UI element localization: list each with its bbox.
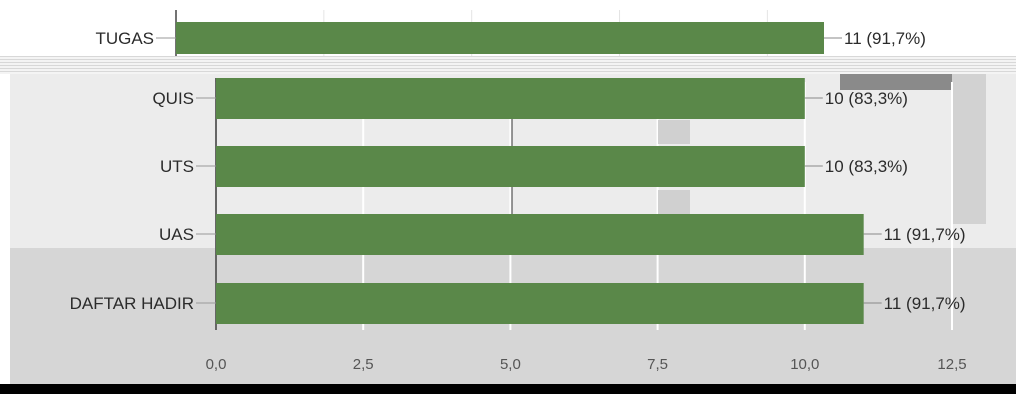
x-tick-label: 5,0 xyxy=(500,356,521,373)
bar[interactable] xyxy=(176,22,824,54)
x-tick-label: 2,5 xyxy=(353,356,374,373)
bar[interactable] xyxy=(216,146,805,187)
bottom-black-bar xyxy=(0,384,1016,394)
data-label: 10 (83,3%) xyxy=(825,157,908,176)
category-label: UTS xyxy=(160,157,194,176)
right-gray-block xyxy=(952,74,986,224)
bar[interactable] xyxy=(216,214,864,255)
top-right-dark-block xyxy=(840,74,952,90)
bars-layer xyxy=(176,22,864,324)
x-tick-label: 12,5 xyxy=(937,356,966,373)
data-label: 11 (91,7%) xyxy=(844,29,926,48)
bar[interactable] xyxy=(216,78,805,119)
category-label: TUGAS xyxy=(95,29,154,48)
x-tick-label: 0,0 xyxy=(206,356,227,373)
data-label: 10 (83,3%) xyxy=(825,89,908,108)
bar[interactable] xyxy=(216,283,864,324)
category-label: QUIS xyxy=(152,89,194,108)
labels-layer: TUGAS 11 (91,7%) QUIS 10 (83,3%) UTS 10 (83,3… xyxy=(70,29,967,373)
data-label: 11 (91,7%) xyxy=(884,294,966,313)
category-label: UAS xyxy=(159,225,194,244)
category-label: DAFTAR HADIR xyxy=(70,294,194,313)
x-tick-label: 10,0 xyxy=(790,356,819,373)
gray-patch xyxy=(658,190,690,214)
gray-patch xyxy=(658,120,690,144)
x-tick-label: 7,5 xyxy=(647,356,668,373)
screenshot-seam xyxy=(0,56,1016,74)
data-label: 11 (91,7%) xyxy=(884,225,966,244)
